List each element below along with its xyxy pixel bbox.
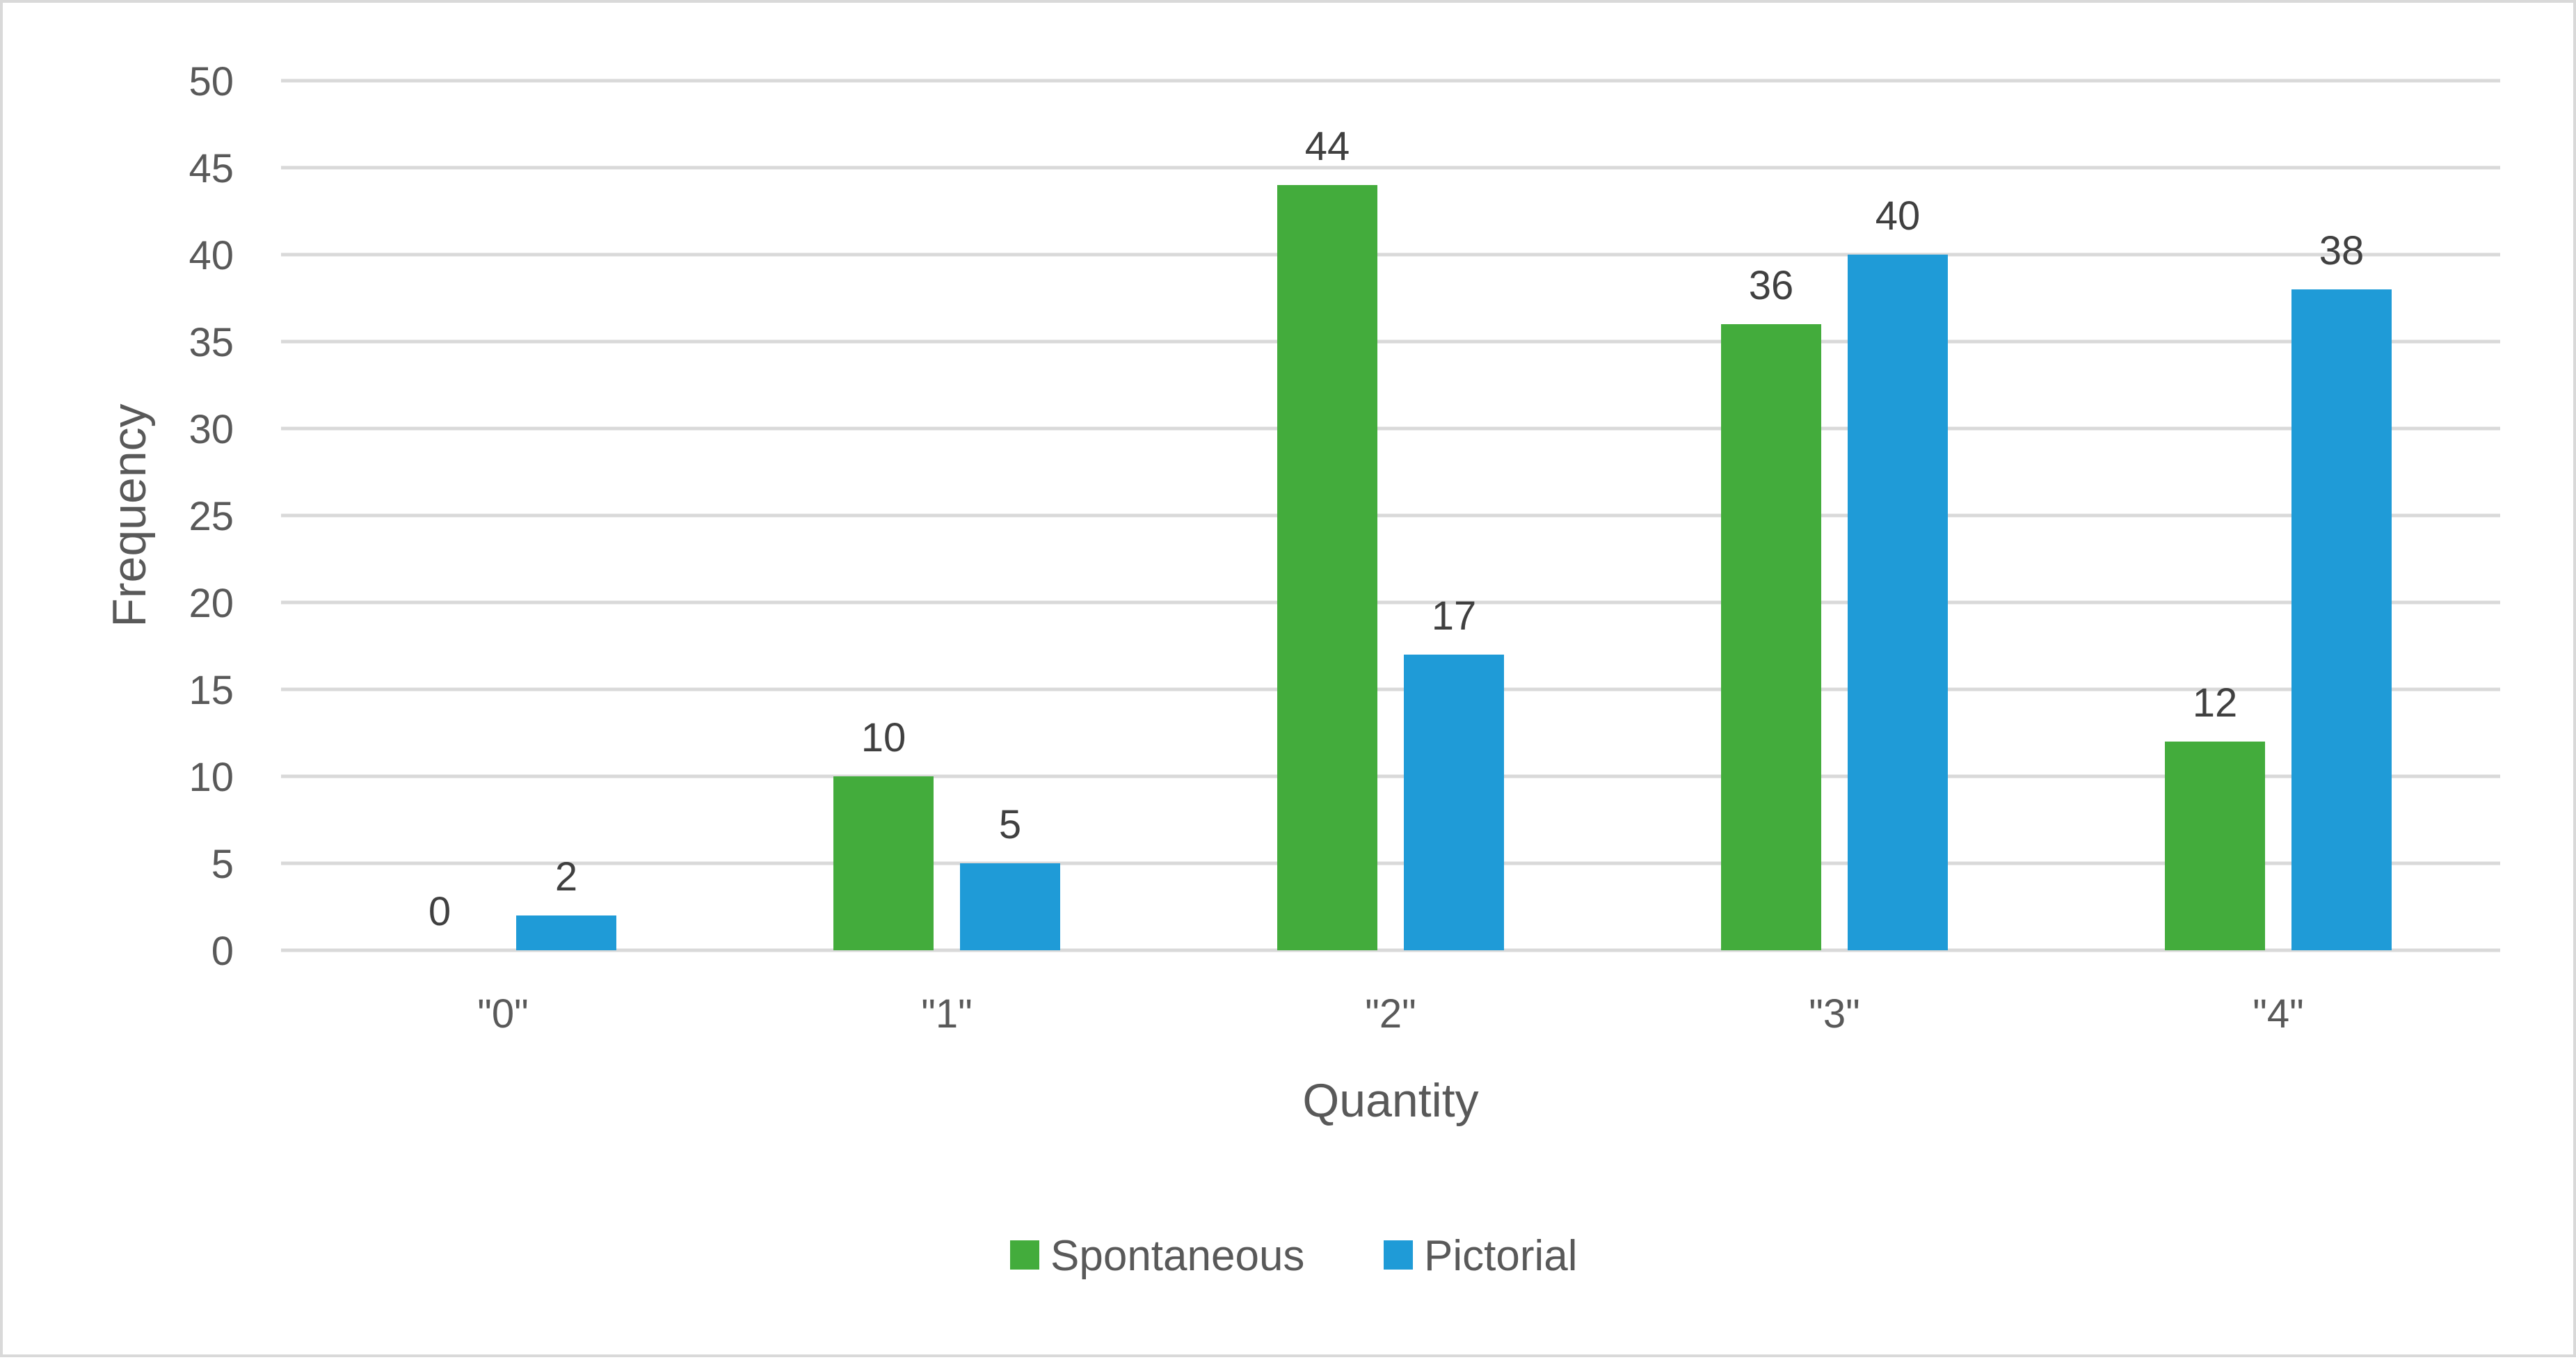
bar-spontaneous-3: [1721, 324, 1821, 950]
bars: [516, 185, 2392, 950]
legend: Spontaneous Pictorial: [1010, 1232, 1578, 1280]
x-tick-label: "0": [477, 991, 528, 1037]
bar-chart: 0 5 10 15 20 25 30 35 40 45 50 0 2 10 5 44 17 36 40 12 38 "…: [103, 59, 2500, 1280]
data-label-pictorial-3: 40: [1875, 193, 1921, 239]
data-label-spontaneous-2: 44: [1305, 124, 1350, 169]
y-tick-label: 25: [189, 494, 234, 539]
x-tick-label: "1": [921, 991, 972, 1037]
x-axis-title: Quantity: [1302, 1074, 1478, 1127]
y-tick-label: 15: [189, 668, 234, 713]
y-tick-label: 35: [189, 320, 234, 365]
bar-spontaneous-1: [833, 776, 934, 950]
data-label-pictorial-4: 38: [2319, 228, 2365, 273]
y-tick-label: 20: [189, 581, 234, 626]
y-tick-label: 30: [189, 407, 234, 452]
data-label-spontaneous-1: 10: [861, 715, 906, 760]
gridlines: [281, 79, 2500, 952]
y-tick-label: 0: [211, 929, 234, 974]
legend-swatch-pictorial: [1384, 1240, 1413, 1270]
x-tick-label: "2": [1365, 991, 1416, 1037]
legend-label-pictorial: Pictorial: [1424, 1232, 1578, 1280]
bar-pictorial-3: [1848, 255, 1948, 950]
x-tick-labels: "0" "1" "2" "3" "4": [477, 991, 2303, 1037]
y-tick-labels: 0 5 10 15 20 25 30 35 40 45 50: [189, 59, 234, 974]
data-label-spontaneous-3: 36: [1749, 263, 1794, 308]
y-tick-label: 45: [189, 146, 234, 191]
data-labels: 0 2 10 5 44 17 36 40 12 38: [429, 124, 2364, 934]
x-tick-label: "3": [1809, 991, 1859, 1037]
data-label-pictorial-1: 5: [999, 802, 1021, 847]
y-tick-label: 5: [211, 842, 234, 887]
bar-pictorial-0: [516, 915, 616, 950]
y-axis-title: Frequency: [103, 403, 156, 627]
bar-spontaneous-2: [1277, 185, 1377, 950]
bar-pictorial-2: [1404, 655, 1504, 950]
data-label-spontaneous-0: 0: [429, 889, 451, 934]
legend-label-spontaneous: Spontaneous: [1050, 1232, 1304, 1280]
x-tick-label: "4": [2253, 991, 2303, 1037]
bar-pictorial-1: [960, 863, 1060, 950]
y-tick-label: 10: [189, 755, 234, 800]
data-label-pictorial-0: 2: [555, 854, 577, 899]
bar-pictorial-4: [2291, 289, 2392, 950]
y-tick-label: 40: [189, 233, 234, 278]
y-tick-label: 50: [189, 59, 234, 104]
legend-swatch-spontaneous: [1010, 1240, 1039, 1270]
bar-spontaneous-4: [2165, 742, 2265, 950]
data-label-spontaneous-4: 12: [2193, 680, 2238, 726]
data-label-pictorial-2: 17: [1432, 593, 1477, 639]
